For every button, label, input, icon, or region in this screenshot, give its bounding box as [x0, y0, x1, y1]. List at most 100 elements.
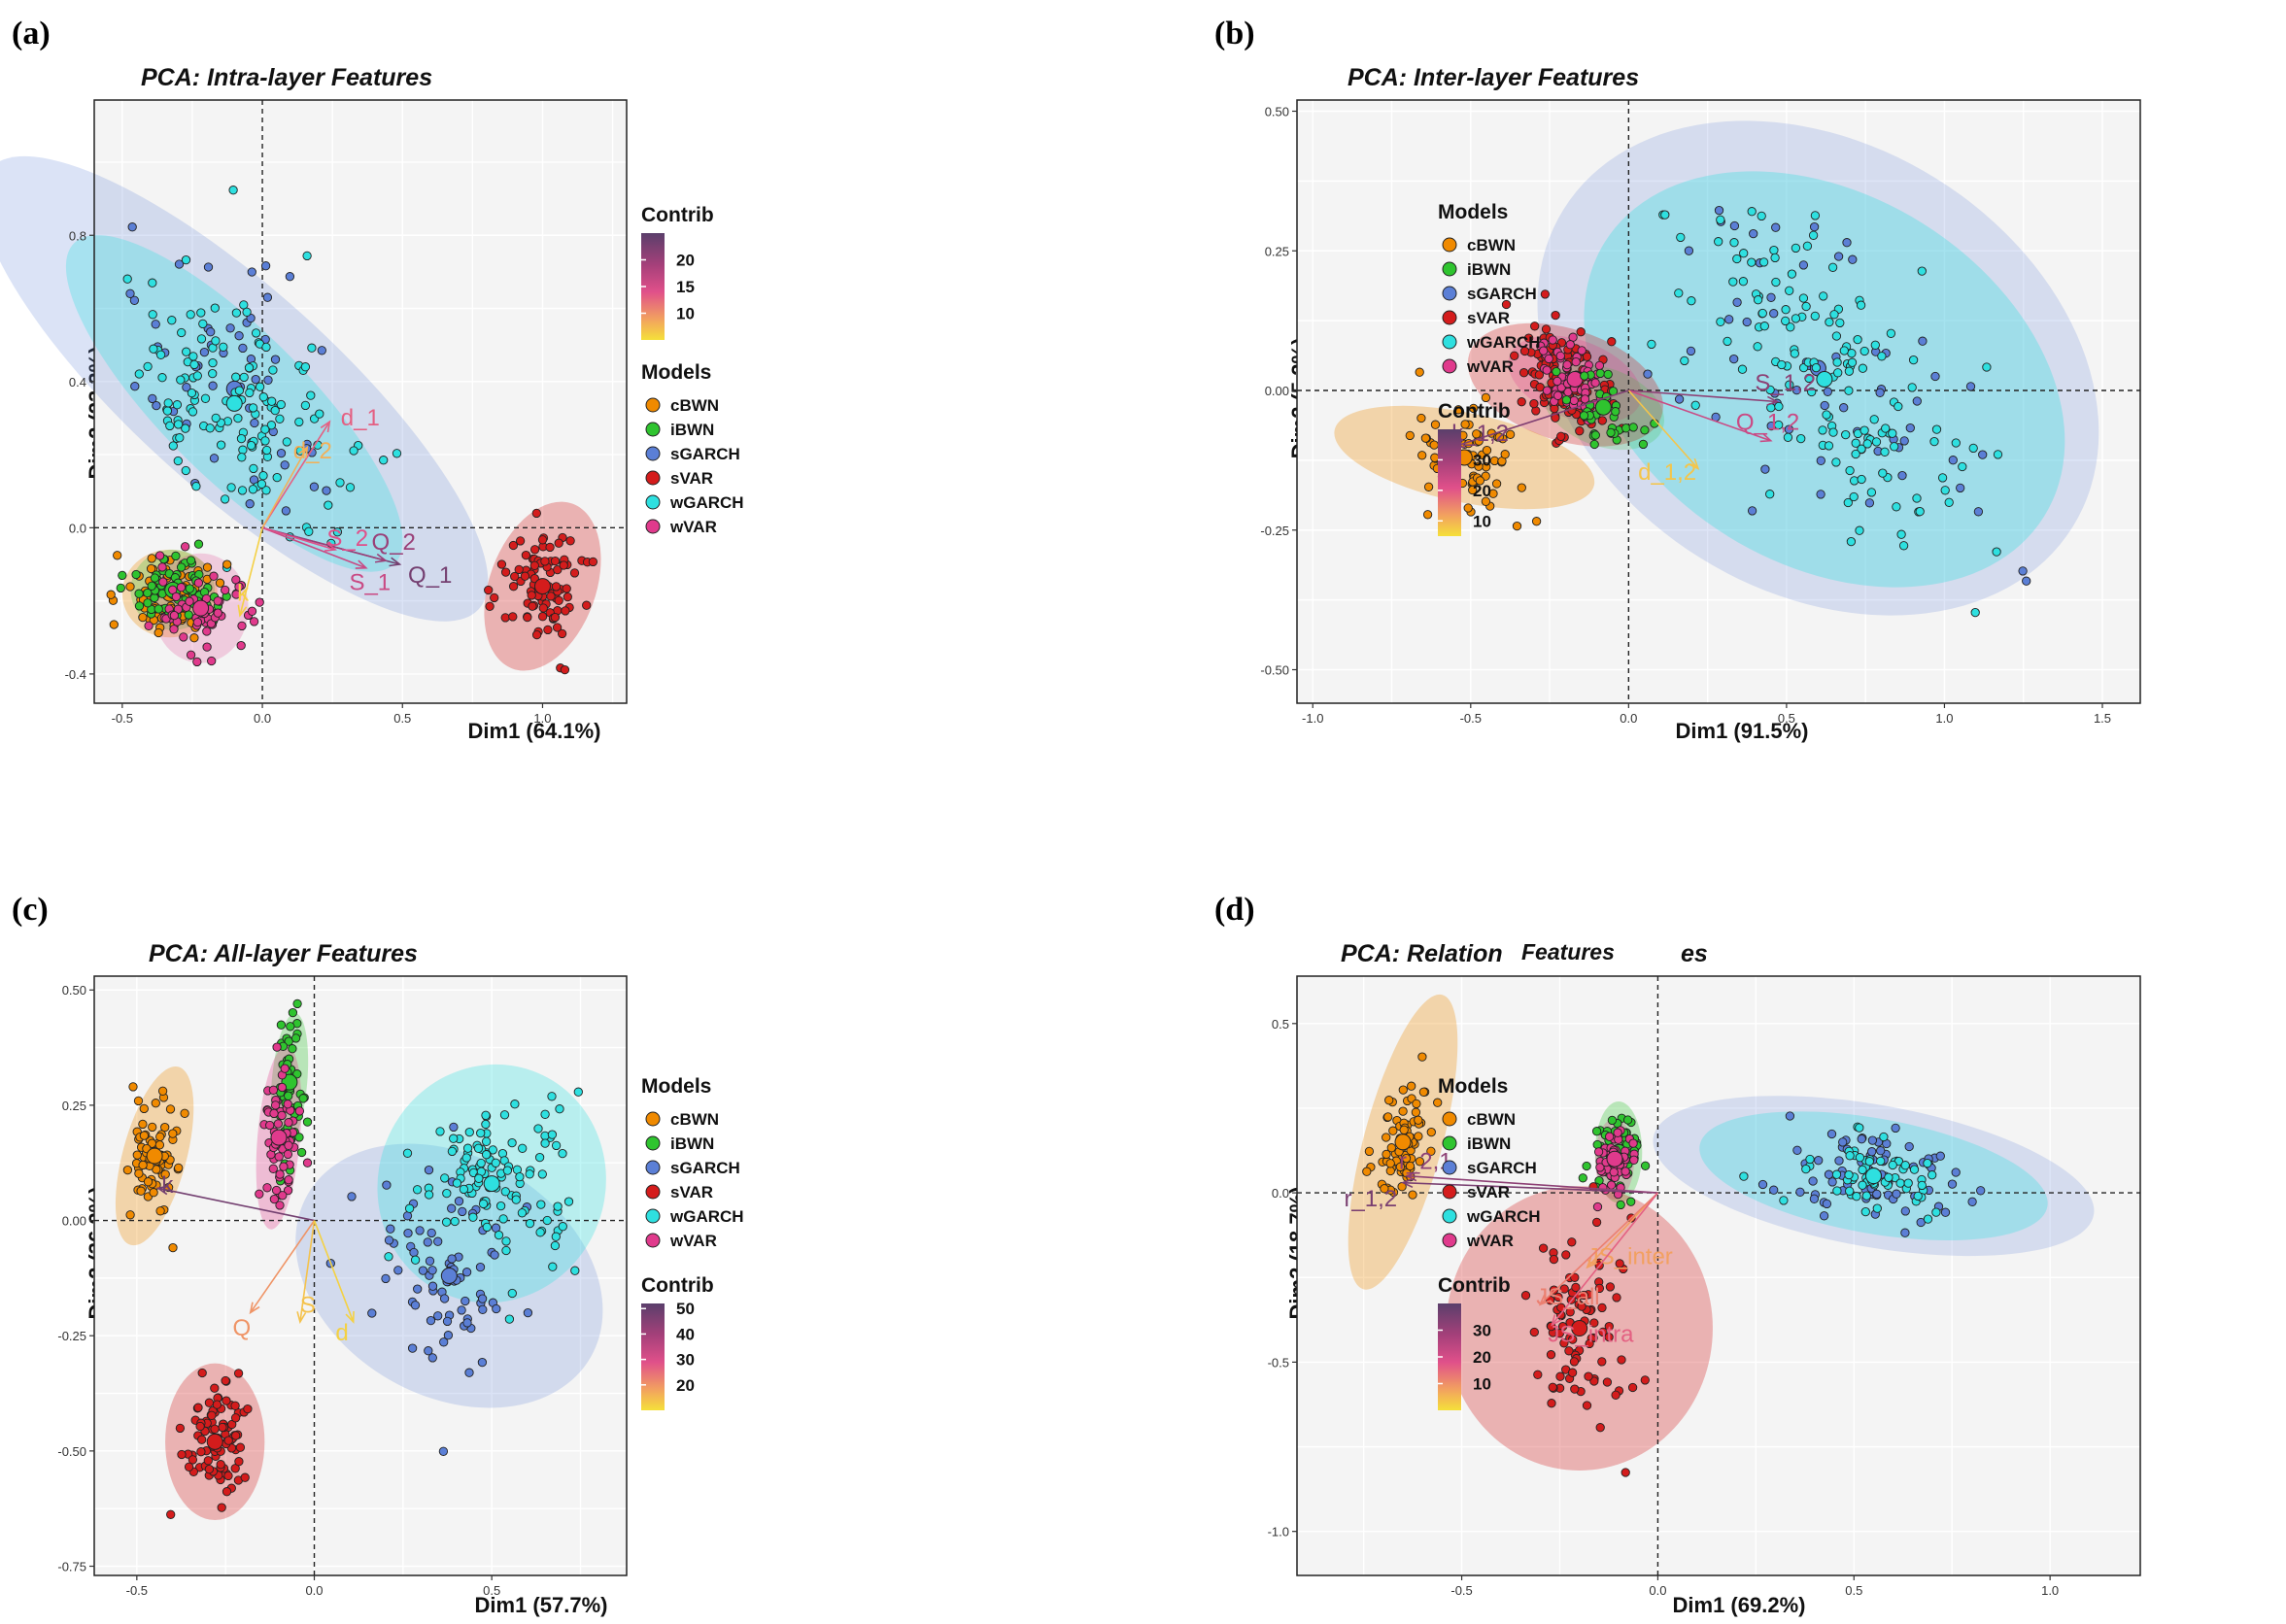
point-sVAR [520, 571, 530, 581]
point-iBWN [147, 581, 156, 591]
arrow-JS_inter [1587, 1192, 1659, 1269]
point-wGARCH [163, 398, 173, 408]
point-sGARCH [1834, 1156, 1844, 1166]
y-tick-label: 0.00 [1265, 384, 1289, 398]
point-iBWN [1603, 369, 1613, 380]
point-cBWN [215, 578, 225, 588]
x-tick-label: 1.5 [2094, 711, 2111, 726]
point-wVAR [192, 617, 203, 627]
arrow-head-S [296, 1311, 307, 1324]
arrow-label-r_1,2: r_1,2 [1344, 1186, 1397, 1212]
point-sVAR [1565, 1307, 1575, 1317]
point-wGARCH [1787, 269, 1797, 279]
y-tick-label: 0.25 [62, 1099, 86, 1113]
point-wGARCH [1831, 1169, 1842, 1179]
legend-item-sVAR: sVAR [1467, 309, 1510, 327]
point-sVAR [1553, 1292, 1563, 1303]
point-cBWN [1382, 1149, 1391, 1160]
point-wVAR [1629, 1155, 1639, 1165]
point-cBWN [1416, 413, 1426, 423]
legend-item-iBWN: iBWN [670, 421, 714, 439]
legend-swatch-sGARCH [1442, 1160, 1457, 1175]
point-wGARCH [196, 308, 206, 318]
point-sVAR [529, 560, 539, 570]
y-tick-label: 0.50 [62, 983, 86, 998]
point-cBWN [1469, 403, 1479, 414]
point-wGARCH [1844, 366, 1855, 376]
point-wGARCH [551, 1140, 562, 1151]
point-wGARCH [188, 407, 198, 417]
point-sVAR [1584, 1371, 1593, 1381]
point-sVAR [1570, 1384, 1580, 1394]
point-wGARCH [1753, 295, 1763, 305]
point-wGARCH [1931, 1207, 1941, 1217]
point-iBWN [286, 1022, 295, 1032]
axis-ticks: -1.0 -0.5 0.0 0.5 1.0 1.5 -0.50 -0.25 0.00 0.25 0.… [1260, 105, 2111, 727]
point-sGARCH [262, 292, 273, 302]
point-wVAR [213, 596, 222, 606]
point-wGARCH [228, 186, 238, 195]
point-wGARCH [1757, 211, 1766, 221]
point-sVAR [1579, 1290, 1588, 1301]
point-wGARCH [255, 382, 265, 391]
point-wGARCH [548, 1262, 558, 1271]
point-sVAR [563, 592, 572, 602]
point-wGARCH [1907, 383, 1917, 392]
point-wGARCH [495, 1201, 506, 1211]
point-cBWN [128, 1082, 138, 1092]
arrow-k [157, 1187, 315, 1222]
point-wGARCH [219, 342, 228, 352]
x-tick-label: 1.0 [1935, 711, 1953, 726]
point-wGARCH [1908, 355, 1919, 365]
point-iBWN [284, 1091, 293, 1100]
point-sGARCH [309, 482, 320, 491]
point-cBWN [1408, 1190, 1417, 1200]
x-tick-label: 1.0 [2041, 1583, 2059, 1598]
point-wGARCH [1970, 607, 1980, 618]
point-iBWN [288, 1007, 298, 1018]
point-sVAR [508, 582, 519, 592]
point-wGARCH [1888, 1160, 1897, 1170]
point-wGARCH [155, 350, 166, 359]
centroid-wGARCH [225, 394, 243, 412]
point-sVAR [207, 1410, 217, 1420]
point-wGARCH [1774, 420, 1784, 430]
point-wGARCH [242, 307, 252, 317]
point-wVAR [1555, 351, 1565, 361]
point-wGARCH [1858, 1165, 1867, 1175]
point-wGARCH [525, 1169, 534, 1179]
point-wVAR [1542, 365, 1552, 375]
point-wGARCH [237, 486, 248, 495]
point-wGARCH [481, 1110, 491, 1120]
point-wGARCH [462, 1143, 473, 1153]
arrow-label-JS_intra: JS_intra [1548, 1321, 1634, 1347]
point-cBWN [146, 563, 156, 574]
point-wGARCH [1857, 444, 1866, 454]
point-wGARCH [1860, 425, 1869, 435]
point-wGARCH [1929, 436, 1939, 447]
point-wGARCH [502, 1166, 513, 1175]
point-cBWN [165, 1104, 176, 1114]
point-cBWN [125, 582, 135, 592]
point-sGARCH [206, 327, 216, 337]
point-wGARCH [256, 479, 267, 489]
point-cBWN [1463, 503, 1473, 513]
point-iBWN [143, 598, 153, 608]
point-sVAR [508, 612, 518, 622]
point-cBWN [1468, 485, 1478, 495]
point-cBWN [1500, 450, 1510, 459]
arrow-S_1 [261, 526, 367, 569]
point-sGARCH [1947, 1179, 1958, 1189]
point-sVAR [1569, 1357, 1580, 1367]
point-iBWN [150, 573, 160, 583]
point-wGARCH [478, 1199, 489, 1209]
point-sVAR [490, 592, 499, 603]
point-wGARCH [504, 1314, 515, 1324]
point-iBWN [288, 1044, 297, 1054]
point-wGARCH [168, 441, 178, 451]
point-wVAR [1548, 335, 1557, 345]
point-wGARCH [1808, 230, 1819, 240]
point-iBWN [118, 570, 127, 581]
arrow-head-Q_2 [374, 553, 388, 563]
point-cBWN [1364, 1146, 1375, 1157]
